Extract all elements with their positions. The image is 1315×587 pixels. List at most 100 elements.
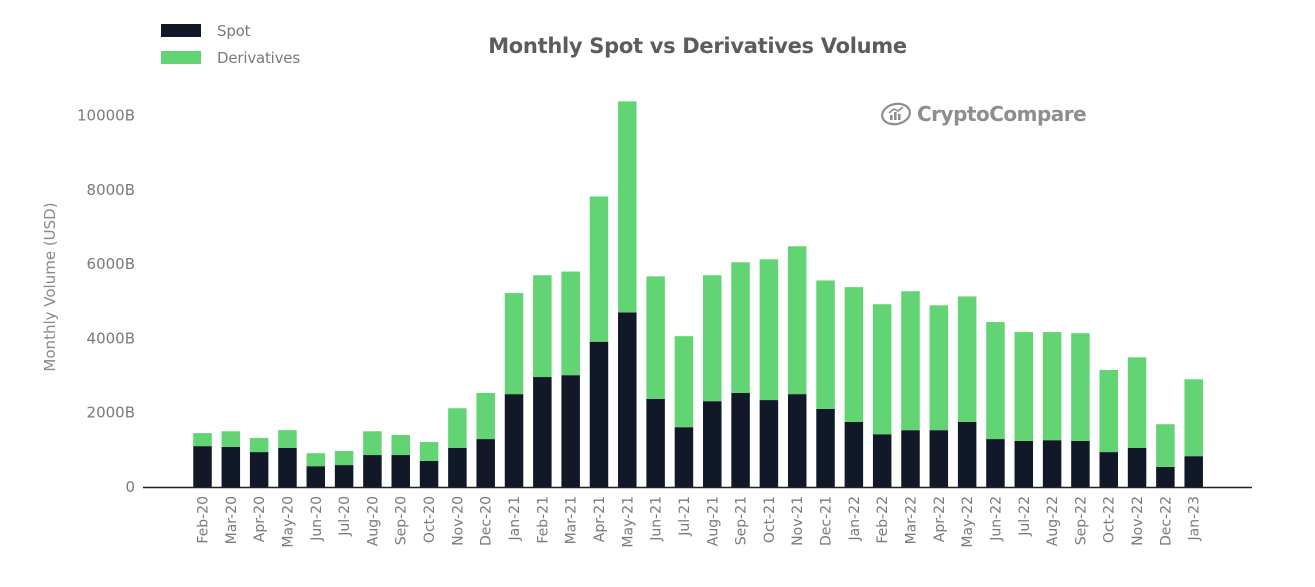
bar-derivatives-dec-22 — [1156, 424, 1175, 467]
bar-derivatives-may-22 — [957, 296, 977, 422]
bar-spot-jul-21 — [674, 427, 694, 487]
x-tick-label: Jan-23 — [1187, 496, 1203, 541]
bar-derivatives-apr-20 — [249, 437, 269, 453]
x-tick-label: Feb-20 — [196, 496, 212, 544]
x-axis-ticks: Feb-20 Mar-20 Apr-20 May-20 Jun-20 Jul-20 Aug-… — [196, 496, 1203, 548]
x-tick-label: Nov-20 — [450, 496, 466, 546]
y-tick-label: 0 — [125, 478, 135, 496]
bar-spot-aug-22 — [1042, 440, 1062, 487]
x-tick-label: Jul-21 — [677, 496, 693, 537]
bar-derivatives-jun-22 — [986, 322, 1005, 440]
legend-swatch-derivatives — [161, 51, 201, 64]
x-tick-label: Mar-20 — [224, 496, 240, 544]
bar-derivatives-sep-20 — [391, 434, 410, 456]
bar-derivatives-jan-22 — [844, 287, 864, 422]
bar-derivatives-feb-20 — [193, 433, 212, 447]
bar-spot-dec-21 — [816, 408, 835, 487]
bar-spot-aug-21 — [703, 401, 722, 487]
x-tick-label: Feb-22 — [875, 496, 891, 544]
legend-item-spot: Spot — [161, 17, 300, 44]
bar-spot-feb-21 — [533, 377, 552, 487]
y-tick-label: 10000B — [77, 107, 135, 125]
watermark-text: CryptoCompare — [917, 102, 1087, 126]
bar-spot-dec-20 — [476, 439, 495, 487]
legend-label-derivatives: Derivatives — [217, 48, 300, 67]
bar-spot-nov-22 — [1127, 447, 1147, 487]
bar-derivatives-aug-21 — [703, 275, 722, 402]
bar-derivatives-feb-21 — [533, 275, 552, 378]
bar-derivatives-dec-21 — [816, 280, 835, 409]
bar-spot-oct-20 — [419, 460, 439, 487]
legend: Spot Derivatives — [161, 17, 300, 71]
bar-spot-jun-20 — [306, 466, 326, 487]
bar-derivatives-nov-22 — [1127, 357, 1147, 448]
bar-derivatives-aug-20 — [363, 431, 382, 456]
x-tick-label: Dec-22 — [1158, 496, 1174, 546]
bar-derivatives-aug-22 — [1042, 332, 1062, 441]
x-tick-label: Dec-21 — [819, 496, 835, 546]
bar-derivatives-jul-20 — [334, 450, 354, 466]
x-tick-label: Aug-21 — [705, 496, 721, 546]
bar-spot-nov-21 — [787, 394, 807, 487]
bar-spot-jul-20 — [334, 465, 354, 487]
x-tick-label: Jan-22 — [847, 496, 863, 541]
y-tick-label: 6000B — [87, 255, 135, 273]
y-axis-label: Monthly Volume (USD) — [41, 202, 59, 371]
bar-spot-mar-21 — [561, 375, 580, 487]
bar-derivatives-mar-21 — [561, 271, 580, 376]
x-tick-label: Mar-22 — [904, 496, 920, 544]
bar-derivatives-jun-21 — [646, 276, 665, 399]
bar-derivatives-mar-22 — [901, 291, 920, 431]
y-axis-ticks: 0 2000B 4000B 6000B 8000B 10000B — [77, 107, 135, 497]
bar-spot-dec-22 — [1156, 466, 1175, 487]
bar-spot-sep-21 — [731, 393, 750, 487]
bar-spot-may-20 — [278, 447, 297, 487]
bar-derivatives-feb-22 — [872, 304, 892, 435]
bar-derivatives-nov-20 — [448, 408, 467, 448]
cryptocompare-logo-icon — [881, 102, 911, 126]
x-tick-label: Apr-20 — [252, 496, 268, 542]
bar-derivatives-oct-22 — [1099, 369, 1118, 453]
bar-derivatives-apr-22 — [929, 305, 949, 431]
bar-derivatives-nov-21 — [787, 246, 807, 395]
x-tick-label: Dec-20 — [479, 496, 495, 546]
bar-spot-oct-22 — [1099, 452, 1118, 487]
bar-spot-apr-22 — [929, 430, 949, 487]
x-tick-label: Oct-22 — [1102, 496, 1118, 543]
y-tick-label: 4000B — [87, 329, 135, 347]
bar-derivatives-jun-20 — [306, 453, 326, 467]
x-tick-label: Sep-20 — [394, 496, 410, 545]
bar-spot-sep-20 — [391, 455, 410, 487]
bar-spot-jul-22 — [1014, 440, 1034, 487]
x-tick-label: Jun-20 — [309, 496, 325, 542]
bar-spot-apr-20 — [249, 452, 269, 487]
bar-derivatives-oct-20 — [419, 442, 439, 461]
x-tick-label: Sep-22 — [1073, 496, 1089, 545]
x-tick-label: Jul-20 — [337, 496, 353, 537]
x-tick-label: Apr-22 — [932, 496, 948, 542]
bar-spot-jan-23 — [1184, 456, 1203, 487]
bar-spot-jun-21 — [646, 398, 665, 487]
bar-derivatives-sep-22 — [1071, 333, 1090, 441]
x-tick-label: Oct-21 — [762, 496, 778, 543]
x-tick-label: May-20 — [280, 496, 296, 548]
x-tick-label: Nov-22 — [1130, 496, 1146, 546]
legend-item-derivatives: Derivatives — [161, 44, 300, 71]
bar-derivatives-mar-20 — [221, 431, 241, 447]
x-tick-label: Nov-21 — [790, 496, 806, 546]
x-tick-label: Jun-21 — [649, 496, 665, 542]
bar-spot-feb-20 — [193, 446, 212, 487]
bar-spot-jan-22 — [844, 421, 864, 487]
legend-label-spot: Spot — [217, 21, 251, 40]
y-tick-label: 2000B — [87, 404, 135, 422]
bar-spot-nov-20 — [448, 447, 467, 487]
bar-derivatives-jan-21 — [504, 293, 524, 395]
x-tick-label: Mar-21 — [564, 496, 580, 544]
x-tick-label: Jul-22 — [1017, 496, 1033, 537]
x-tick-label: May-21 — [620, 496, 636, 548]
x-tick-label: Sep-21 — [734, 496, 750, 545]
legend-swatch-spot — [161, 24, 201, 37]
x-tick-label: Jun-22 — [988, 496, 1004, 542]
x-tick-label: Oct-20 — [422, 496, 438, 543]
